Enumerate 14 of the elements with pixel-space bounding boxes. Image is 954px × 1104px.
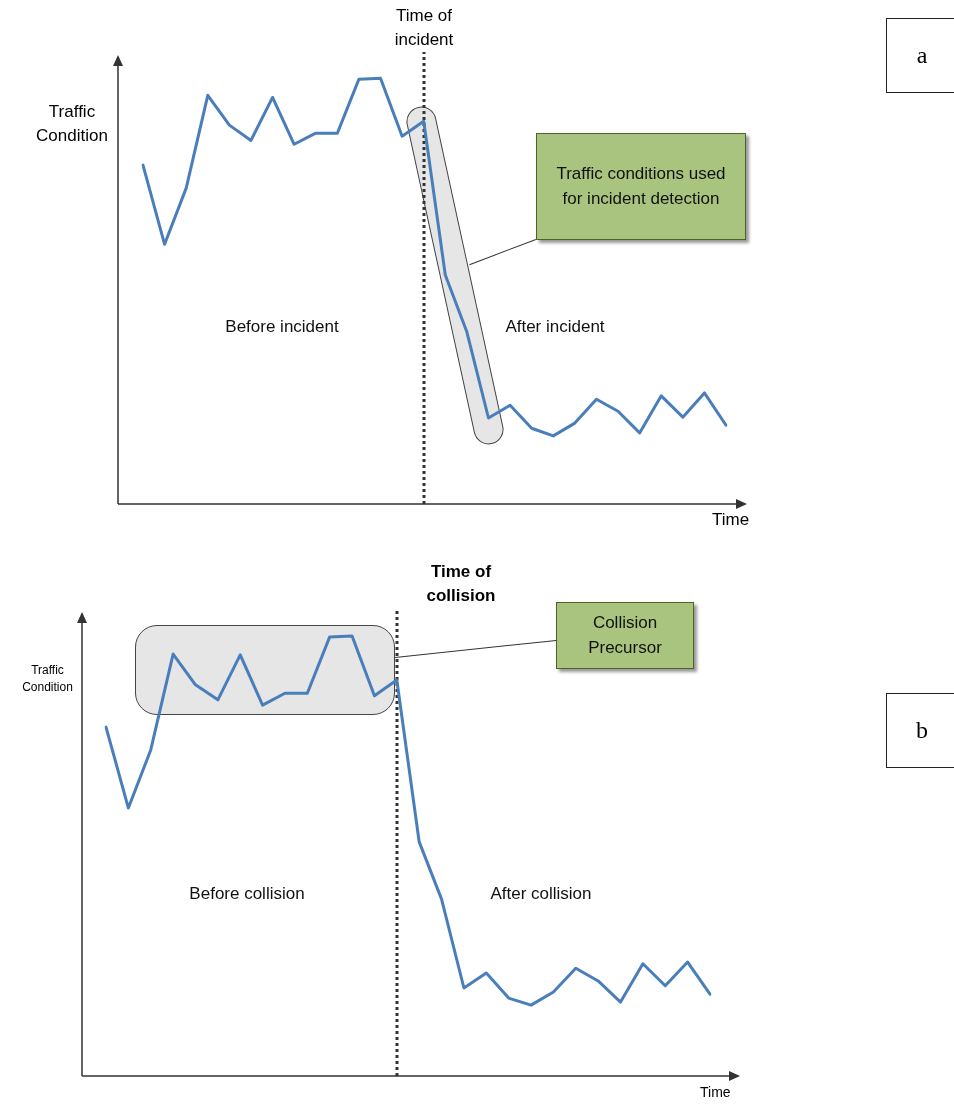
callout-box: Traffic conditions used for incident detection bbox=[536, 133, 746, 240]
text: b bbox=[886, 693, 954, 768]
text: Time of collision bbox=[426, 562, 496, 605]
x-axis-title: Time bbox=[700, 1084, 731, 1100]
annotation: Before incident bbox=[224, 316, 340, 338]
text: a bbox=[886, 18, 954, 93]
y-axis-title: Traffic Condition bbox=[35, 101, 109, 147]
annotation: After collision bbox=[489, 883, 593, 905]
callout-box: Collision Precursor bbox=[556, 602, 694, 669]
x-axis-title: Time bbox=[712, 510, 750, 530]
annotation: After incident bbox=[504, 316, 606, 338]
text: Time of incident bbox=[394, 6, 454, 49]
annotation: Before collision bbox=[188, 883, 306, 905]
y-axis-title: Traffic Condition bbox=[21, 662, 74, 696]
